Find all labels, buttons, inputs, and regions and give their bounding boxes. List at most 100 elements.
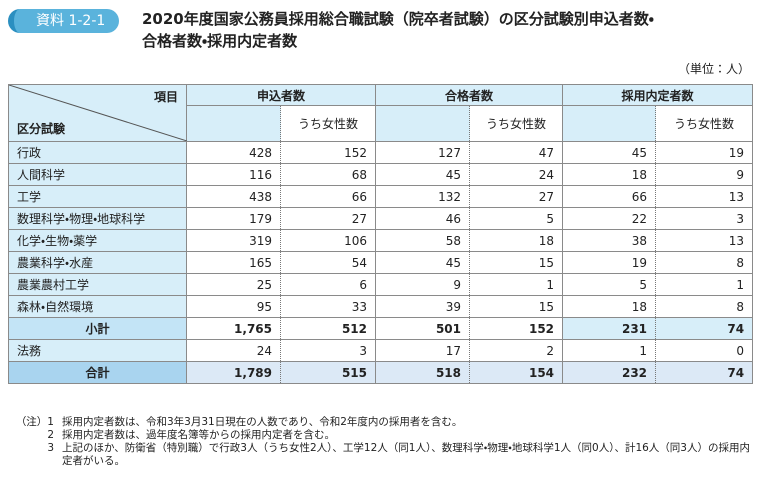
cell: 8 xyxy=(655,251,754,274)
cell: 132 xyxy=(375,185,471,208)
cell: 22 xyxy=(562,207,657,230)
row-label: 行政 xyxy=(8,141,187,164)
row: 農業農村工学 25 6 9 1 5 1 xyxy=(8,273,754,296)
blank xyxy=(375,105,471,142)
note: 2 採用内定者数は、過年度名簿等からの採用内定者を含む。 xyxy=(8,429,752,442)
cell: 95 xyxy=(186,295,281,318)
cell: 501 xyxy=(375,317,471,340)
blank xyxy=(186,105,281,142)
cell: 24 xyxy=(469,163,564,186)
title-line: 2020年度国家公務員採用総合職試験（院卒者試験）の区分試験別申込者数・ xyxy=(142,10,654,28)
cell: 8 xyxy=(655,295,754,318)
sub-header: うち女性数 xyxy=(469,105,564,142)
cell: 0 xyxy=(655,339,754,362)
cell: 2 xyxy=(469,339,564,362)
title: 2020年度国家公務員採用総合職試験（院卒者試験）の区分試験別申込者数・ 合格者… xyxy=(142,8,654,52)
title-line: 合格者数・採用内定者数 xyxy=(142,32,298,50)
cell: 1,789 xyxy=(186,361,281,384)
cell: 179 xyxy=(186,207,281,230)
unit: （単位：人） xyxy=(677,62,750,76)
cell: 74 xyxy=(655,317,754,340)
cell: 58 xyxy=(375,229,471,252)
cell: 3 xyxy=(279,339,377,362)
cell: 45 xyxy=(375,251,471,274)
header-row: 項目 区分試験 申込者数 合格者数 採用内定者数 xyxy=(8,84,754,142)
sub-header: うち女性数 xyxy=(279,105,377,142)
cell: 518 xyxy=(375,361,471,384)
cell: 1 xyxy=(469,273,564,296)
cell: 15 xyxy=(469,251,564,274)
row-label: 合計 xyxy=(8,361,187,384)
note-marker: （注）1 xyxy=(15,416,54,428)
cell: 25 xyxy=(186,273,281,296)
cell: 165 xyxy=(186,251,281,274)
note-marker: 2 xyxy=(47,429,54,441)
cell: 13 xyxy=(655,229,754,252)
cell: 19 xyxy=(562,251,657,274)
note-marker: 3 xyxy=(47,442,54,454)
note-text: 上記のほか、防衛省（特別職）で行政3人（うち女性2人）、工学12人（同1人）、数… xyxy=(62,442,750,467)
cell: 231 xyxy=(562,317,657,340)
row: 工学 438 66 132 27 66 13 xyxy=(8,185,754,208)
corner-cell: 項目 区分試験 xyxy=(8,84,187,142)
cell: 319 xyxy=(186,229,281,252)
subheader-row: うち女性数 うち女性数 うち女性数 xyxy=(9,105,754,142)
row-label: 農業農村工学 xyxy=(8,273,187,296)
cell: 33 xyxy=(279,295,377,318)
cell: 15 xyxy=(469,295,564,318)
cell: 438 xyxy=(186,185,281,208)
group-header: 採用内定者数 xyxy=(562,84,754,106)
cell: 1 xyxy=(562,339,657,362)
cell: 38 xyxy=(562,229,657,252)
cell: 154 xyxy=(469,361,564,384)
note-text: 採用内定者数は、過年度名簿等からの採用内定者を含む。 xyxy=(62,429,335,441)
cell: 3 xyxy=(655,207,754,230)
row: 人間科学 116 68 45 24 18 9 xyxy=(8,163,754,186)
row: 数理科学・物理・地球科学 179 27 46 5 22 3 xyxy=(8,207,754,230)
row-label: 工学 xyxy=(8,185,187,208)
cell: 13 xyxy=(655,185,754,208)
cell: 66 xyxy=(279,185,377,208)
table: 項目 区分試験 申込者数 合格者数 採用内定者数 うち女性数 うち女性数 うち女… xyxy=(8,84,754,384)
row-label: 人間科学 xyxy=(8,163,187,186)
badge: 資料 1-2-1 xyxy=(8,9,120,33)
cell: 152 xyxy=(469,317,564,340)
cell: 45 xyxy=(562,141,657,164)
row-label: 化学・生物・薬学 xyxy=(8,229,187,252)
cell: 68 xyxy=(279,163,377,186)
cell: 9 xyxy=(375,273,471,296)
cell: 27 xyxy=(469,185,564,208)
cell: 106 xyxy=(279,229,377,252)
cell: 232 xyxy=(562,361,657,384)
cell: 152 xyxy=(279,141,377,164)
cell: 45 xyxy=(375,163,471,186)
row-label: 農業科学・水産 xyxy=(8,251,187,274)
cell: 17 xyxy=(375,339,471,362)
row: 法務 24 3 17 2 1 0 xyxy=(8,339,754,362)
cell: 515 xyxy=(279,361,377,384)
row: 森林・自然環境 95 33 39 15 18 8 xyxy=(8,295,754,318)
cell: 39 xyxy=(375,295,471,318)
cell: 5 xyxy=(562,273,657,296)
cell: 428 xyxy=(186,141,281,164)
cell: 127 xyxy=(375,141,471,164)
row: 農業科学・水産 165 54 45 15 19 8 xyxy=(8,251,754,274)
note-text: 採用内定者数は、令和3年3月31日現在の人数であり、令和2年度内の採用者を含む。 xyxy=(62,416,463,428)
sub-header: うち女性数 xyxy=(655,105,754,142)
row: 小計 1,765 512 501 152 231 74 xyxy=(8,317,754,340)
cell: 116 xyxy=(186,163,281,186)
row-label: 小計 xyxy=(8,317,187,340)
note: 3 上記のほか、防衛省（特別職）で行政3人（うち女性2人）、工学12人（同1人）、… xyxy=(8,442,752,468)
row: 行政 428 152 127 47 45 19 xyxy=(8,141,754,164)
cell: 9 xyxy=(655,163,754,186)
cell: 512 xyxy=(279,317,377,340)
cell: 66 xyxy=(562,185,657,208)
cell: 18 xyxy=(562,163,657,186)
notes: （注）1 採用内定者数は、令和3年3月31日現在の人数であり、令和2年度内の採用者… xyxy=(8,416,752,468)
corner-bottom: 区分試験 xyxy=(17,122,66,136)
note: （注）1 採用内定者数は、令和3年3月31日現在の人数であり、令和2年度内の採用者… xyxy=(8,416,752,429)
cell: 1 xyxy=(655,273,754,296)
cell: 19 xyxy=(655,141,754,164)
cell: 6 xyxy=(279,273,377,296)
